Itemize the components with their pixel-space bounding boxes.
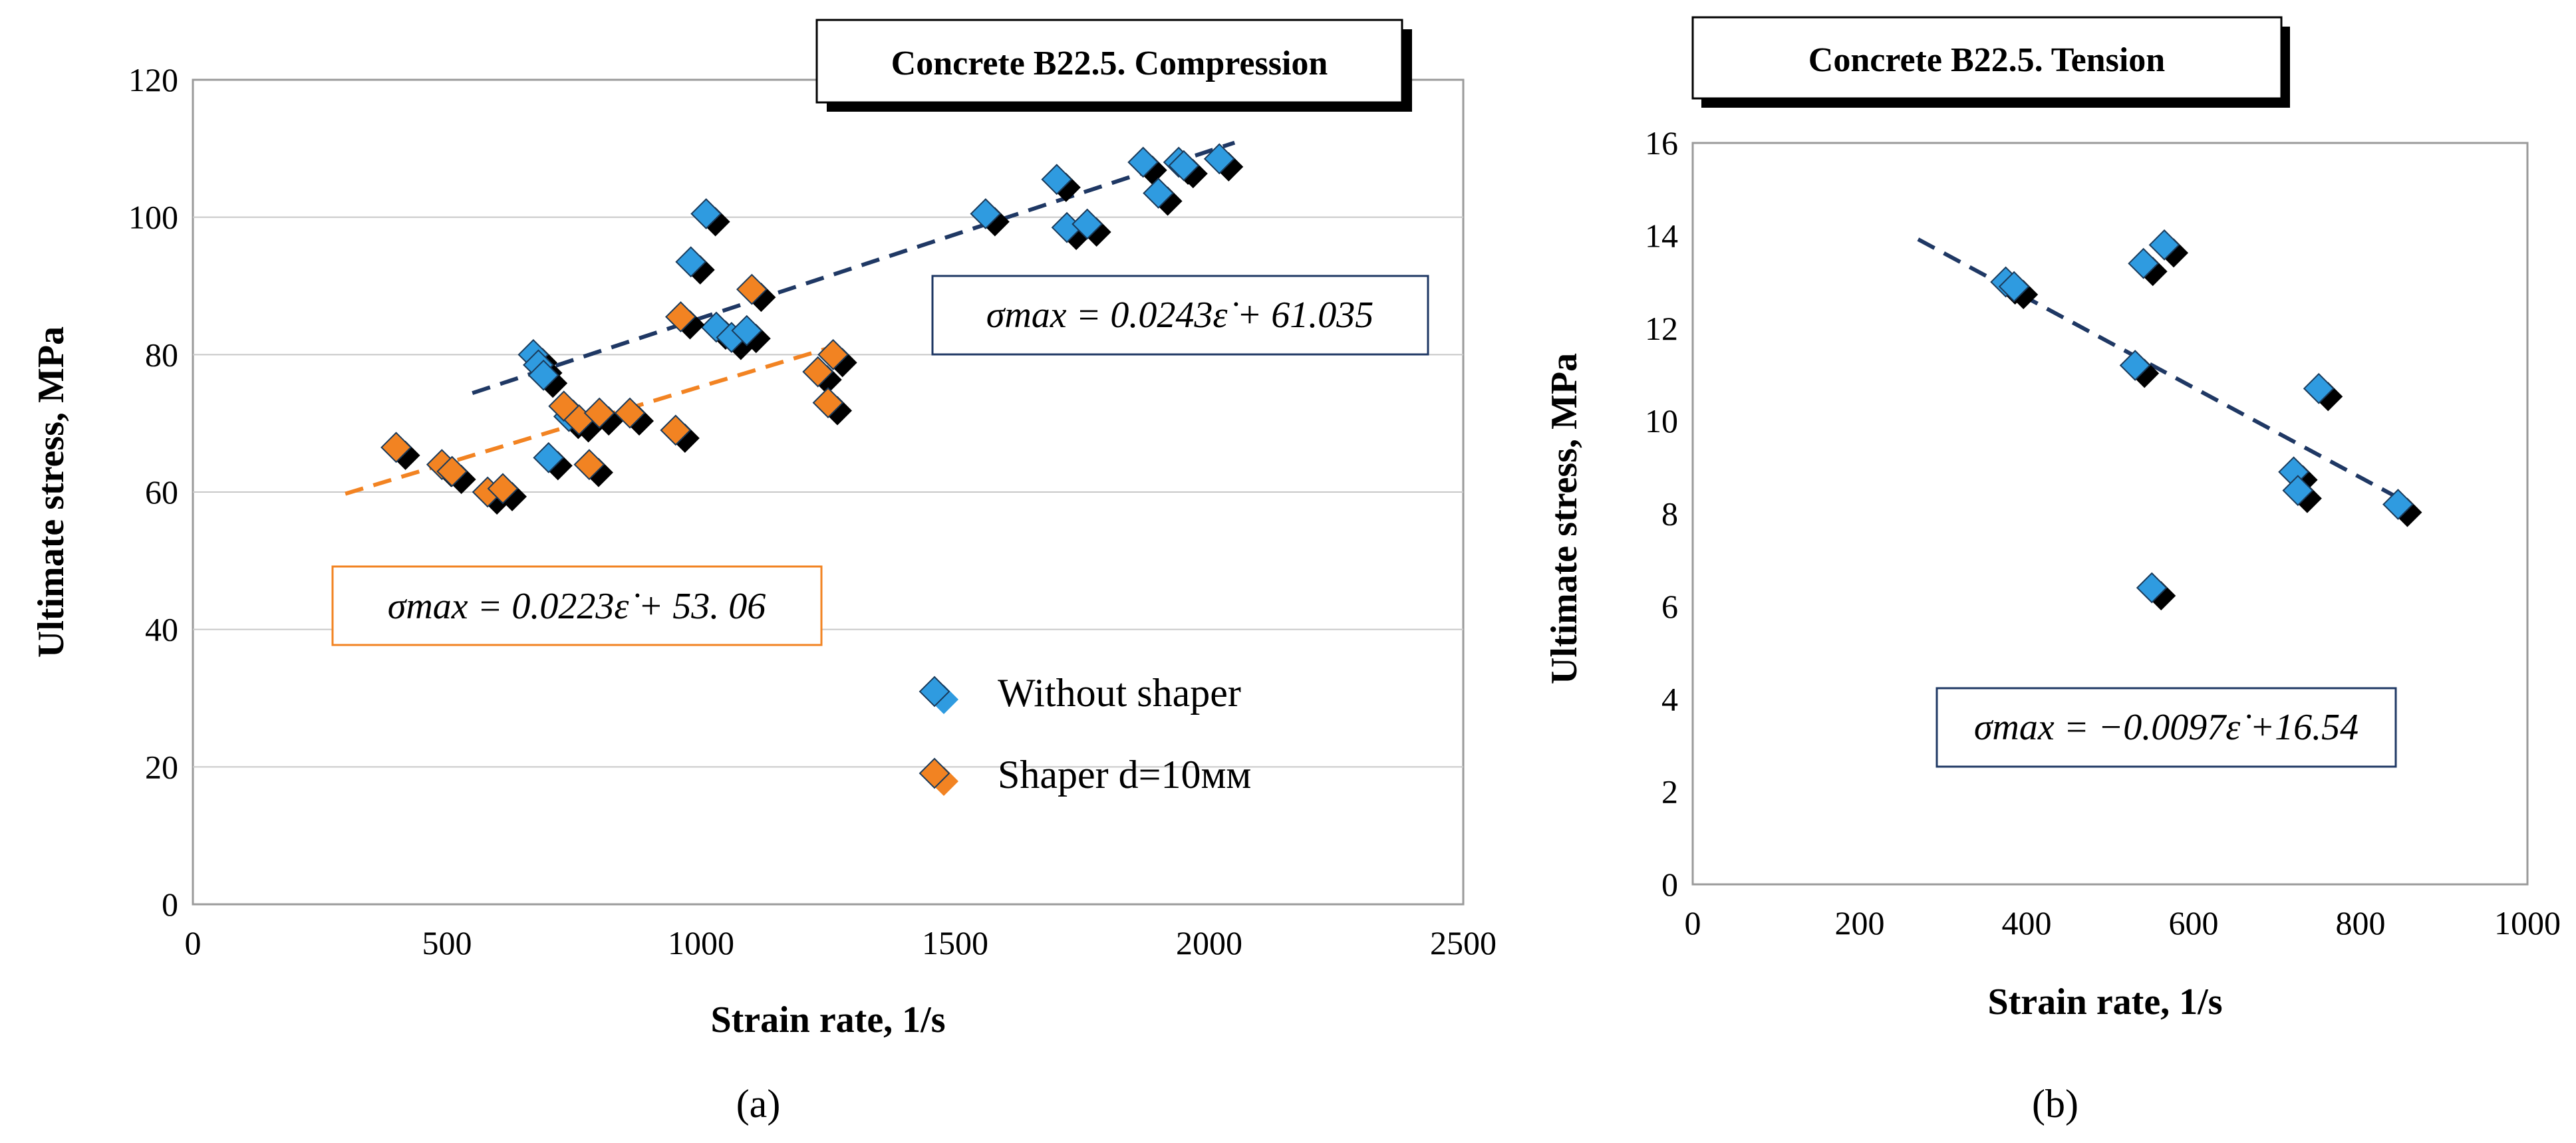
x-tick-label: 0 — [185, 924, 202, 961]
data-point-b-0 — [2382, 489, 2422, 527]
chart-title-b: Concrete B22.5. Tension — [1808, 41, 2166, 79]
y-tick-label: 0 — [162, 886, 178, 923]
x-tick-label: 1000 — [668, 924, 734, 961]
data-point-a-0 — [1203, 143, 1244, 182]
x-tick-label: 800 — [2336, 904, 2386, 942]
data-point-a-0 — [1143, 178, 1183, 216]
legend-diamond-without-shaper — [919, 676, 958, 714]
legend-label-without-shaper: Without shaper — [998, 671, 1241, 715]
data-point-a-1 — [614, 397, 654, 436]
x-tick-labels-a: 0 500 1000 1500 2000 2500 — [185, 924, 1497, 961]
x-tick-label: 200 — [1835, 904, 1885, 942]
data-point-a-1 — [660, 414, 700, 453]
panel-label-a: (a) — [736, 1082, 781, 1126]
equation-blue-a: σmax = 0.0243ε̇ + 61.035 — [986, 295, 1374, 336]
legend-diamond-shaper — [919, 757, 958, 796]
x-tick-label: 0 — [1685, 904, 1701, 942]
y-tick-label: 4 — [1661, 680, 1678, 717]
data-point-a-0 — [1072, 208, 1111, 247]
data-point-b-0 — [2119, 350, 2160, 388]
data-point-a-0 — [533, 442, 573, 481]
y-tick-labels-a: 0 20 40 60 80 100 120 — [128, 61, 178, 923]
data-point-a-1 — [487, 473, 527, 511]
chart-tension: 0 2 4 6 8 10 12 14 16 0 200 400 600 800 1000 Concrete… — [1544, 16, 2561, 1126]
data-point-a-1 — [436, 455, 476, 494]
data-point-b-0 — [2282, 475, 2322, 513]
data-point-a-0 — [527, 359, 568, 398]
x-axis-title-b: Strain rate, 1/s — [1987, 981, 2222, 1023]
equation-orange-a: σmax = 0.0223ε̇ + 53. 06 — [388, 586, 766, 627]
legend-label-shaper: Shaper d=10мм — [998, 753, 1251, 797]
y-tick-label: 2 — [1661, 773, 1678, 811]
data-points-a — [380, 143, 1244, 515]
data-point-a-1 — [812, 387, 852, 426]
data-point-a-1 — [380, 432, 420, 470]
x-tick-label: 1500 — [922, 924, 988, 961]
data-point-a-0 — [1127, 146, 1167, 185]
y-tick-label: 80 — [145, 336, 178, 373]
legend-a: Without shaper Shaper d=10мм — [919, 671, 1251, 797]
data-point-b-0 — [2303, 372, 2343, 412]
data-point-a-0 — [675, 246, 715, 285]
y-tick-label: 8 — [1661, 495, 1678, 533]
y-axis-title-b: Ultimate stress, MPa — [1544, 353, 1585, 684]
equation-box-b — [1935, 687, 2397, 768]
trendline-a-0 — [472, 140, 1236, 396]
data-point-b-0 — [1998, 271, 2039, 310]
panel-label-b: (b) — [2032, 1082, 2078, 1126]
y-tick-label: 0 — [1661, 866, 1678, 903]
data-point-a-1 — [802, 356, 842, 395]
y-tick-label: 60 — [145, 473, 178, 511]
y-tick-label: 100 — [128, 199, 178, 236]
equation-box-blue-a — [931, 275, 1429, 356]
y-tick-label: 6 — [1661, 588, 1678, 625]
data-point-a-0 — [690, 198, 730, 237]
legend-marker-shaper — [919, 757, 958, 796]
y-tick-label: 40 — [145, 611, 178, 648]
trendlines-a — [345, 140, 1236, 496]
data-point-b-0 — [2128, 247, 2168, 287]
data-point-a-1 — [573, 449, 613, 487]
x-tick-label: 400 — [2002, 904, 2052, 942]
x-tick-label: 500 — [422, 924, 472, 961]
data-point-b-0 — [2136, 572, 2176, 610]
y-tick-label: 120 — [128, 61, 178, 98]
chart-compression: 0 20 40 60 80 100 120 0 500 1000 1500 2000 2500 Con… — [31, 19, 1497, 1126]
title-box-b — [1691, 16, 2283, 100]
x-tick-label: 1000 — [2494, 904, 2561, 942]
title-box-a — [815, 19, 1403, 104]
data-point-b-0 — [2148, 229, 2189, 268]
x-axis-title-a: Strain rate, 1/s — [710, 999, 945, 1041]
data-point-a-0 — [1168, 150, 1208, 189]
x-tick-label: 600 — [2169, 904, 2219, 942]
legend-marker-without-shaper — [919, 676, 958, 714]
y-tick-label: 20 — [145, 748, 178, 785]
data-point-a-0 — [970, 198, 1010, 237]
y-axis-title-a: Ultimate stress, MPa — [31, 326, 72, 658]
x-tick-label: 2000 — [1176, 924, 1242, 961]
data-point-a-0 — [1041, 164, 1081, 202]
data-point-a-0 — [731, 315, 771, 354]
y-tick-label: 12 — [1645, 310, 1678, 347]
equation-b: σmax = −0.0097ε̇ +16.54 — [1974, 707, 2359, 748]
equation-box-orange-a — [331, 565, 823, 646]
x-tick-label: 2500 — [1430, 924, 1497, 961]
y-tick-label: 16 — [1645, 124, 1678, 162]
data-point-a-1 — [665, 301, 705, 340]
data-point-a-1 — [736, 273, 776, 313]
y-tick-label: 10 — [1645, 402, 1678, 440]
x-tick-labels-b: 0 200 400 600 800 1000 — [1685, 904, 2561, 942]
chart-title-a: Concrete B22.5. Compression — [891, 45, 1328, 82]
y-tick-labels-b: 0 2 4 6 8 10 12 14 16 — [1645, 124, 1678, 903]
data-point-a-1 — [817, 338, 857, 378]
data-points-b — [1990, 229, 2422, 610]
y-tick-label: 14 — [1645, 217, 1678, 254]
